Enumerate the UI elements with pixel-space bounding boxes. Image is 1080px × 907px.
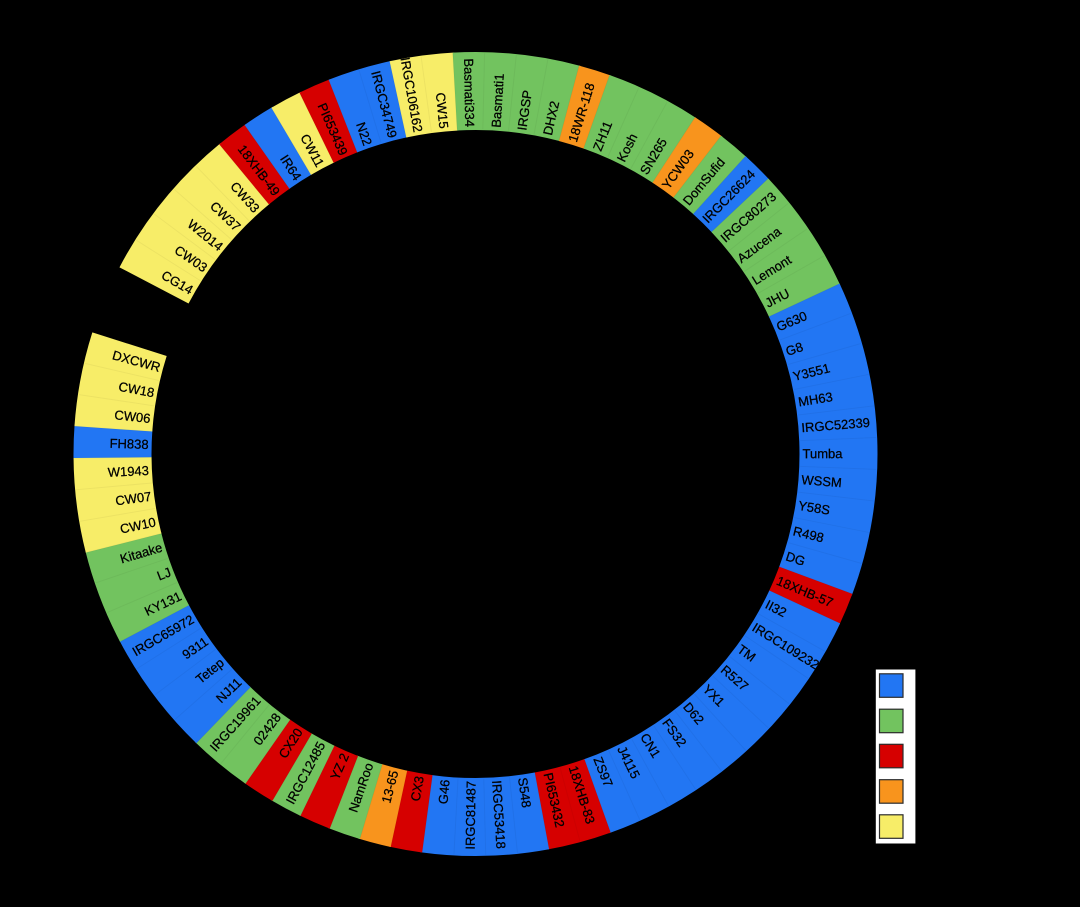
svg-text:Basmati1: Basmati1 [489, 73, 507, 128]
svg-text:DG: DG [784, 549, 807, 569]
svg-text:IRGC53418: IRGC53418 [489, 780, 508, 849]
svg-text:IRGC52339: IRGC52339 [801, 415, 871, 435]
svg-text:CW07: CW07 [114, 489, 152, 509]
svg-text:Y58S: Y58S [797, 498, 831, 518]
svg-text:G46: G46 [435, 779, 452, 805]
svg-text:G8: G8 [784, 339, 805, 359]
svg-text:WSSM: WSSM [801, 472, 842, 490]
svg-text:FH838: FH838 [109, 436, 148, 452]
svg-text:CW18: CW18 [117, 379, 155, 400]
svg-text:S548: S548 [515, 777, 534, 809]
svg-text:Basmati334: Basmati334 [461, 58, 477, 127]
svg-text:LJ: LJ [155, 564, 173, 583]
svg-text:IRGC81487: IRGC81487 [463, 781, 479, 850]
svg-text:CW06: CW06 [114, 407, 152, 426]
svg-text:CW10: CW10 [119, 514, 157, 536]
svg-text:CW15: CW15 [433, 92, 451, 129]
svg-text:IRGSP: IRGSP [514, 89, 535, 131]
svg-text:Tumba: Tumba [802, 446, 843, 461]
svg-text:CX3: CX3 [408, 775, 427, 802]
svg-text:MH63: MH63 [797, 389, 834, 409]
svg-text:W1943: W1943 [107, 463, 149, 480]
svg-text:R498: R498 [792, 524, 826, 546]
